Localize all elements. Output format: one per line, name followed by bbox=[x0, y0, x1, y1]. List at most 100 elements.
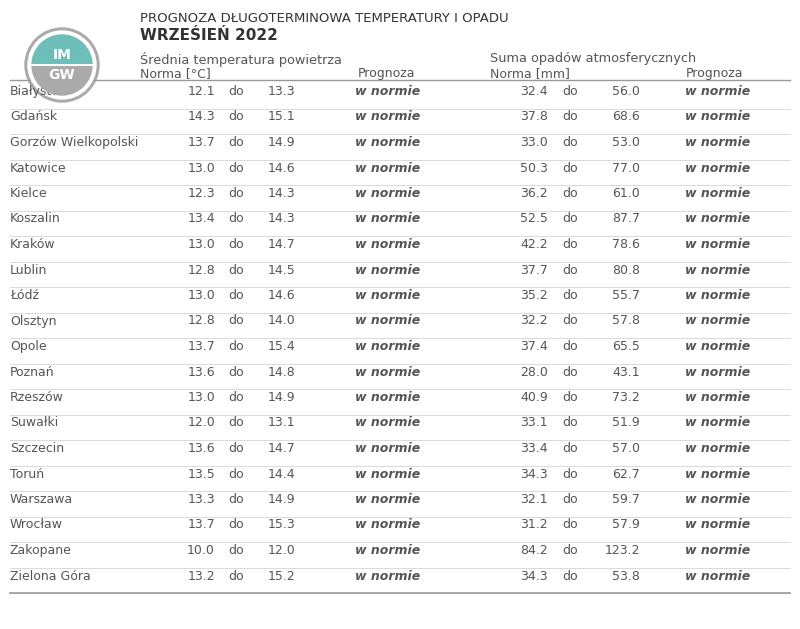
Text: w normie: w normie bbox=[355, 569, 420, 582]
Text: w normie: w normie bbox=[355, 162, 420, 174]
Text: 42.2: 42.2 bbox=[520, 238, 548, 251]
Text: 12.1: 12.1 bbox=[187, 85, 215, 98]
Text: 40.9: 40.9 bbox=[520, 391, 548, 404]
Text: 12.0: 12.0 bbox=[267, 544, 295, 557]
Text: w normie: w normie bbox=[355, 136, 420, 149]
Text: 15.3: 15.3 bbox=[267, 518, 295, 532]
Text: 28.0: 28.0 bbox=[520, 365, 548, 379]
Text: w normie: w normie bbox=[355, 544, 420, 557]
Text: do: do bbox=[228, 238, 244, 251]
Text: w normie: w normie bbox=[685, 85, 750, 98]
Text: 14.6: 14.6 bbox=[267, 162, 295, 174]
Text: 87.7: 87.7 bbox=[612, 213, 640, 226]
Text: do: do bbox=[228, 340, 244, 353]
Text: 35.2: 35.2 bbox=[520, 289, 548, 302]
Text: 43.1: 43.1 bbox=[612, 365, 640, 379]
Text: 65.5: 65.5 bbox=[612, 340, 640, 353]
Text: 53.8: 53.8 bbox=[612, 569, 640, 582]
Text: w normie: w normie bbox=[355, 289, 420, 302]
Text: 34.3: 34.3 bbox=[520, 569, 548, 582]
Text: w normie: w normie bbox=[685, 136, 750, 149]
Text: 13.6: 13.6 bbox=[187, 365, 215, 379]
Text: do: do bbox=[228, 442, 244, 455]
Text: Gdańsk: Gdańsk bbox=[10, 111, 57, 123]
Text: do: do bbox=[562, 365, 578, 379]
Text: Zakopane: Zakopane bbox=[10, 544, 72, 557]
Text: w normie: w normie bbox=[355, 264, 420, 277]
Text: w normie: w normie bbox=[685, 314, 750, 328]
Text: 14.9: 14.9 bbox=[267, 391, 295, 404]
Text: 32.2: 32.2 bbox=[520, 314, 548, 328]
Text: do: do bbox=[228, 314, 244, 328]
Text: do: do bbox=[562, 467, 578, 481]
Text: do: do bbox=[228, 213, 244, 226]
Text: w normie: w normie bbox=[355, 238, 420, 251]
Text: w normie: w normie bbox=[685, 289, 750, 302]
Text: Średnia temperatura powietrza: Średnia temperatura powietrza bbox=[140, 52, 342, 67]
Text: w normie: w normie bbox=[355, 213, 420, 226]
Text: 68.6: 68.6 bbox=[612, 111, 640, 123]
Text: 13.4: 13.4 bbox=[187, 213, 215, 226]
Text: 12.8: 12.8 bbox=[187, 264, 215, 277]
Text: 59.7: 59.7 bbox=[612, 493, 640, 506]
Text: do: do bbox=[562, 111, 578, 123]
Text: 15.1: 15.1 bbox=[267, 111, 295, 123]
Text: 15.2: 15.2 bbox=[267, 569, 295, 582]
Text: 15.4: 15.4 bbox=[267, 340, 295, 353]
Text: do: do bbox=[228, 569, 244, 582]
Text: Kielce: Kielce bbox=[10, 187, 48, 200]
Text: 32.1: 32.1 bbox=[520, 493, 548, 506]
Text: w normie: w normie bbox=[685, 340, 750, 353]
Text: Koszalin: Koszalin bbox=[10, 213, 61, 226]
Text: 13.7: 13.7 bbox=[187, 136, 215, 149]
Text: do: do bbox=[562, 493, 578, 506]
Text: 36.2: 36.2 bbox=[520, 187, 548, 200]
Text: do: do bbox=[228, 416, 244, 430]
Text: 80.8: 80.8 bbox=[612, 264, 640, 277]
Text: Opole: Opole bbox=[10, 340, 46, 353]
Text: Rzeszów: Rzeszów bbox=[10, 391, 64, 404]
Circle shape bbox=[25, 28, 99, 102]
Text: w normie: w normie bbox=[685, 162, 750, 174]
Text: 73.2: 73.2 bbox=[612, 391, 640, 404]
Text: 57.9: 57.9 bbox=[612, 518, 640, 532]
Text: 14.7: 14.7 bbox=[267, 442, 295, 455]
Text: 78.6: 78.6 bbox=[612, 238, 640, 251]
Text: 14.5: 14.5 bbox=[267, 264, 295, 277]
Text: GW: GW bbox=[49, 68, 75, 82]
Text: do: do bbox=[562, 340, 578, 353]
Text: 51.9: 51.9 bbox=[612, 416, 640, 430]
Text: 14.8: 14.8 bbox=[267, 365, 295, 379]
Text: w normie: w normie bbox=[685, 467, 750, 481]
Text: do: do bbox=[228, 85, 244, 98]
Text: 14.3: 14.3 bbox=[187, 111, 215, 123]
Text: 84.2: 84.2 bbox=[520, 544, 548, 557]
Text: w normie: w normie bbox=[355, 340, 420, 353]
Text: 52.5: 52.5 bbox=[520, 213, 548, 226]
Text: Szczecin: Szczecin bbox=[10, 442, 64, 455]
Text: 14.7: 14.7 bbox=[267, 238, 295, 251]
Text: w normie: w normie bbox=[685, 416, 750, 430]
Text: 12.3: 12.3 bbox=[187, 187, 215, 200]
Text: 13.3: 13.3 bbox=[267, 85, 295, 98]
Text: do: do bbox=[228, 493, 244, 506]
Text: 31.2: 31.2 bbox=[520, 518, 548, 532]
Text: Kraków: Kraków bbox=[10, 238, 56, 251]
Text: WRZEŚIEŃ 2022: WRZEŚIEŃ 2022 bbox=[140, 28, 278, 43]
Text: Gorzów Wielkopolski: Gorzów Wielkopolski bbox=[10, 136, 138, 149]
Text: w normie: w normie bbox=[685, 264, 750, 277]
Text: do: do bbox=[562, 289, 578, 302]
Text: 14.9: 14.9 bbox=[267, 493, 295, 506]
Text: 14.4: 14.4 bbox=[267, 467, 295, 481]
Text: Lublin: Lublin bbox=[10, 264, 47, 277]
Text: Prognoza: Prognoza bbox=[686, 67, 743, 80]
Text: do: do bbox=[562, 264, 578, 277]
Text: 61.0: 61.0 bbox=[612, 187, 640, 200]
Text: Suma opadów atmosferycznych: Suma opadów atmosferycznych bbox=[490, 52, 696, 65]
Text: 13.3: 13.3 bbox=[187, 493, 215, 506]
Text: w normie: w normie bbox=[685, 518, 750, 532]
Circle shape bbox=[28, 31, 96, 99]
Text: w normie: w normie bbox=[685, 213, 750, 226]
Text: w normie: w normie bbox=[355, 85, 420, 98]
Text: w normie: w normie bbox=[685, 238, 750, 251]
